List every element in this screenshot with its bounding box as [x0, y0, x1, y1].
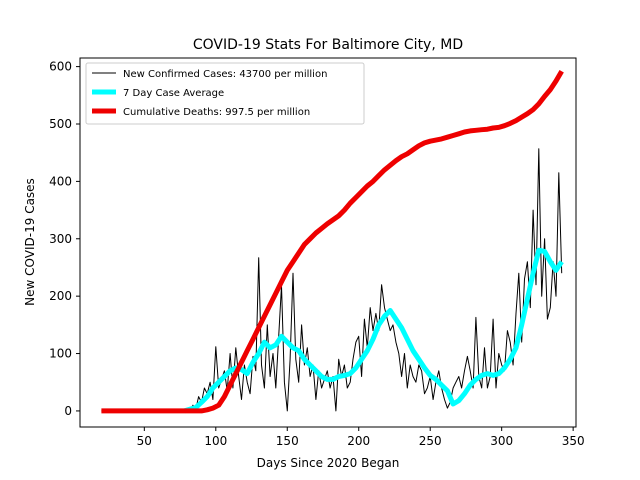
x-axis-ticks: 50 100 150 200 250 300 350: [137, 427, 585, 448]
y-tick-label: 300: [49, 232, 72, 246]
legend-label-7day-average: 7 Day Case Average: [123, 88, 224, 99]
y-tick-label: 200: [49, 289, 72, 303]
x-tick-label: 100: [204, 434, 227, 448]
y-tick-label: 100: [49, 347, 72, 361]
plot-frame: [79, 57, 577, 428]
y-axis-label: New COVID-19 Cases: [23, 178, 37, 306]
y-tick-label: 500: [49, 117, 72, 131]
legend: New Confirmed Cases: 43700 per million 7…: [85, 62, 365, 125]
x-axis-label: Days Since 2020 Began: [257, 456, 400, 470]
series-cumulative-deaths-line: [101, 69, 564, 414]
y-tick-label: 0: [64, 404, 72, 418]
y-tick-label: 600: [49, 60, 72, 74]
series-new-cases-line: [101, 148, 563, 412]
series-layer: [101, 69, 564, 414]
legend-label-new-cases: New Confirmed Cases: 43700 per million: [123, 69, 327, 80]
x-tick-label: 350: [562, 434, 585, 448]
x-tick-label: 50: [137, 434, 152, 448]
legend-box: [85, 62, 365, 125]
x-tick-label: 300: [490, 434, 513, 448]
series-7day-average-line: [183, 247, 564, 414]
chart-title: COVID-19 Stats For Baltimore City, MD: [193, 37, 463, 53]
y-tick-label: 400: [49, 174, 72, 188]
x-tick-label: 150: [276, 434, 299, 448]
y-axis-ticks: 0 100 200 300 400 500 600: [49, 60, 80, 418]
x-tick-label: 250: [419, 434, 442, 448]
legend-label-cumulative-deaths: Cumulative Deaths: 997.5 per million: [123, 107, 310, 118]
x-tick-label: 200: [347, 434, 370, 448]
